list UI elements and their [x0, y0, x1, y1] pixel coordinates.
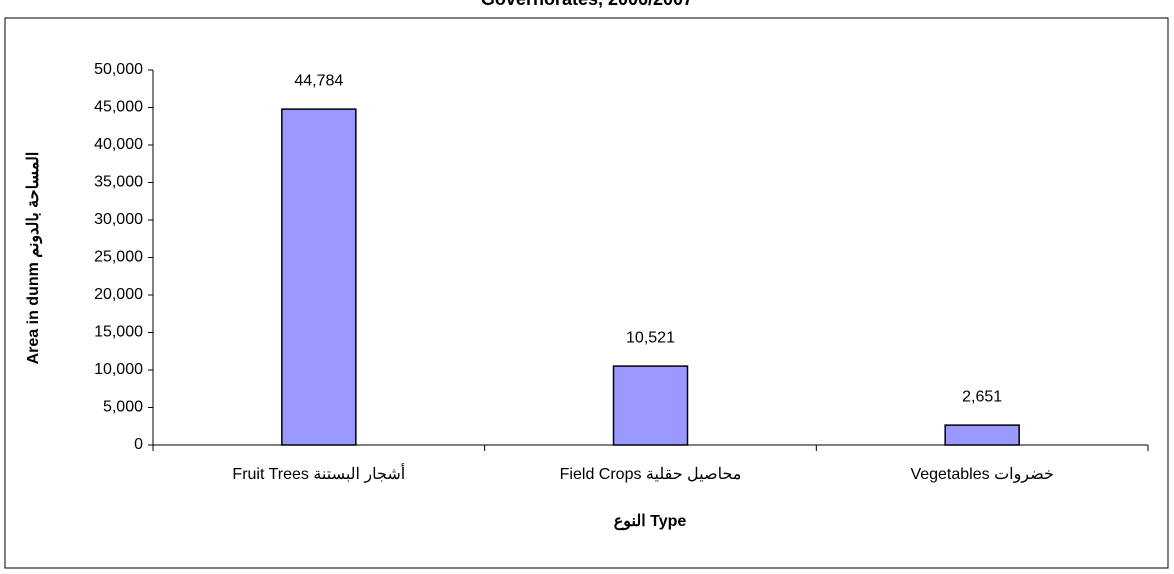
value-label: 10,521: [626, 329, 675, 346]
y-tick-label: 25,000: [94, 249, 143, 266]
x-tick-label: Vegetables خضروات: [910, 466, 1053, 483]
y-tick-label: 50,000: [94, 61, 143, 78]
y-tick-label: 40,000: [94, 136, 143, 153]
x-tick-label: Fruit Trees أشجار البستنة: [232, 463, 405, 483]
x-tick-label: Field Crops محاصيل حقلية: [560, 466, 742, 483]
y-tick-label: 10,000: [94, 361, 143, 378]
bar: [281, 108, 357, 446]
y-tick-label: 15,000: [94, 324, 143, 341]
bar: [612, 365, 689, 446]
y-tick-label: 30,000: [94, 211, 143, 228]
x-axis-label: النوع Type: [614, 513, 687, 531]
value-label: 2,651: [962, 388, 1002, 405]
y-tick-label: 45,000: [94, 99, 143, 116]
y-tick-label: 5,000: [103, 399, 143, 416]
value-label: 44,784: [294, 72, 343, 89]
bar: [944, 424, 1020, 446]
chart-frame: [4, 17, 1169, 569]
y-tick-label: 20,000: [94, 286, 143, 303]
y-tick-label: 35,000: [94, 174, 143, 191]
chart-title: Governorates, 2006/2007: [481, 0, 693, 9]
y-tick-label: 0: [134, 436, 143, 453]
y-axis-label: Area in dunm المساحة بالدونم: [25, 152, 43, 365]
